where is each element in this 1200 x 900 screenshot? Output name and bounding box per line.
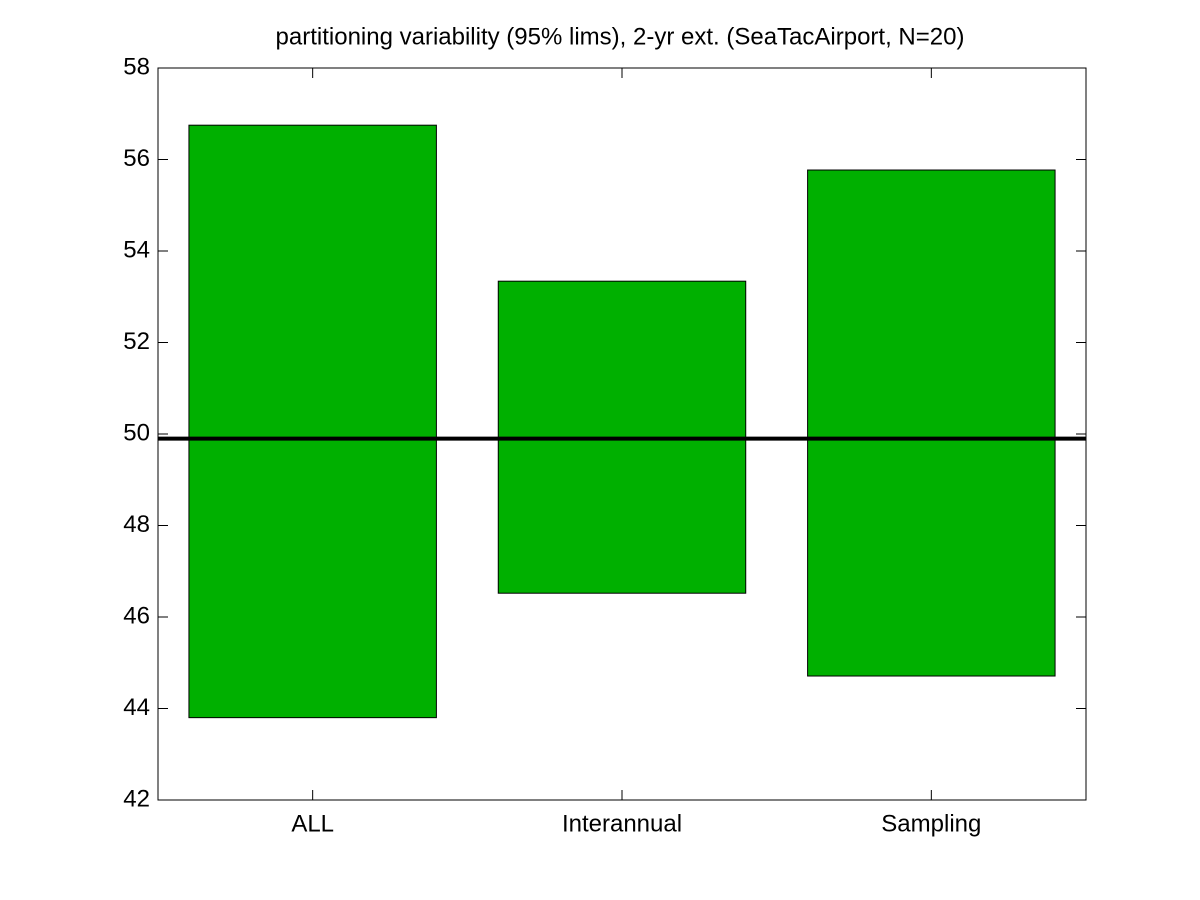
y-tick-label: 50 bbox=[123, 419, 150, 446]
y-tick-label: 54 bbox=[123, 236, 150, 263]
y-tick-label: 48 bbox=[123, 511, 150, 538]
bar bbox=[807, 169, 1056, 677]
y-tick-label: 44 bbox=[123, 694, 150, 721]
bar bbox=[188, 124, 437, 719]
y-tick-label: 56 bbox=[123, 145, 150, 172]
y-tick-label: 58 bbox=[123, 53, 150, 80]
chart-title: partitioning variability (95% lims), 2-y… bbox=[276, 23, 965, 50]
y-tick-label: 42 bbox=[123, 785, 150, 812]
y-tick-label: 46 bbox=[123, 602, 150, 629]
y-tick-label: 52 bbox=[123, 328, 150, 355]
x-tick-label: ALL bbox=[291, 810, 334, 837]
x-tick-label: Sampling bbox=[881, 810, 981, 837]
x-tick-label: Interannual bbox=[562, 810, 682, 837]
